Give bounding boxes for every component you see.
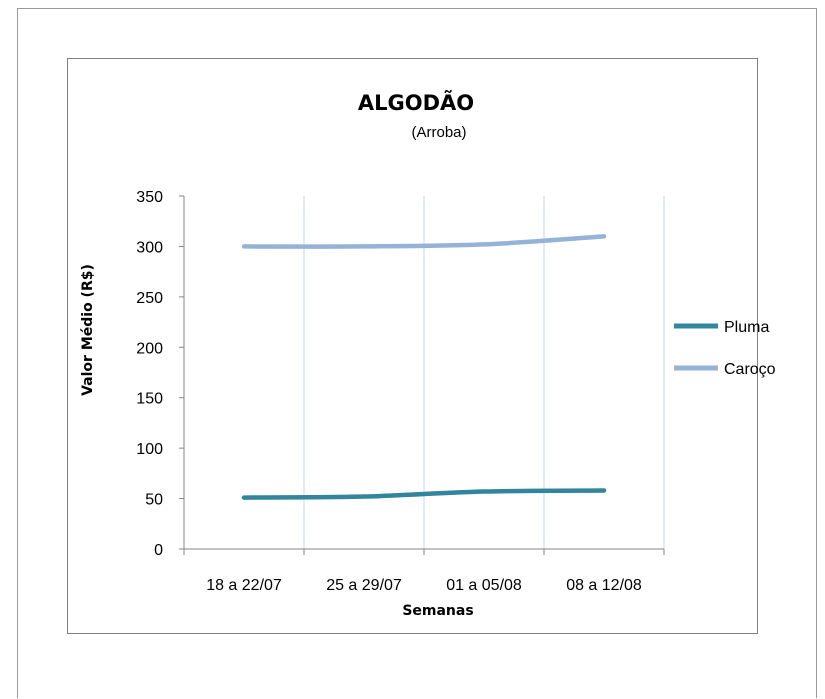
y-tick-label: 100 [136, 441, 163, 458]
chart-frame [67, 58, 758, 634]
chart-subtitle: (Arroba) [411, 124, 466, 141]
legend: Pluma Caroço [674, 319, 776, 378]
y-tick-label: 250 [136, 290, 163, 307]
page-frame [17, 8, 817, 698]
y-tick-label: 300 [136, 239, 163, 256]
x-tick-label: 08 a 12/08 [566, 577, 642, 594]
x-tick-label: 18 a 22/07 [206, 577, 282, 594]
x-tick-label: 01 a 05/08 [446, 577, 522, 594]
y-tick-label: 200 [136, 340, 163, 357]
grid-lines [303, 196, 665, 549]
x-axis-title: Semanas [402, 603, 473, 619]
series-lines [241, 234, 607, 500]
legend-label-caroco: Caroço [724, 361, 776, 378]
x-tick-label: 25 a 29/07 [326, 577, 402, 594]
legend-label-pluma: Pluma [724, 319, 769, 336]
chart-title: ALGODÃO [358, 90, 474, 115]
axes: 0 50 100 150 200 250 300 350 18 a 22/07 25 a 29/0… [136, 189, 665, 594]
y-tick-label: 50 [145, 492, 163, 509]
series-line-0 [241, 488, 607, 500]
series-line-1 [241, 234, 607, 249]
y-tick-label: 150 [136, 391, 163, 408]
y-tick-label: 350 [136, 189, 163, 206]
y-tick-label: 0 [154, 542, 163, 559]
y-axis-title: Valor Médio (R$) [80, 264, 96, 396]
